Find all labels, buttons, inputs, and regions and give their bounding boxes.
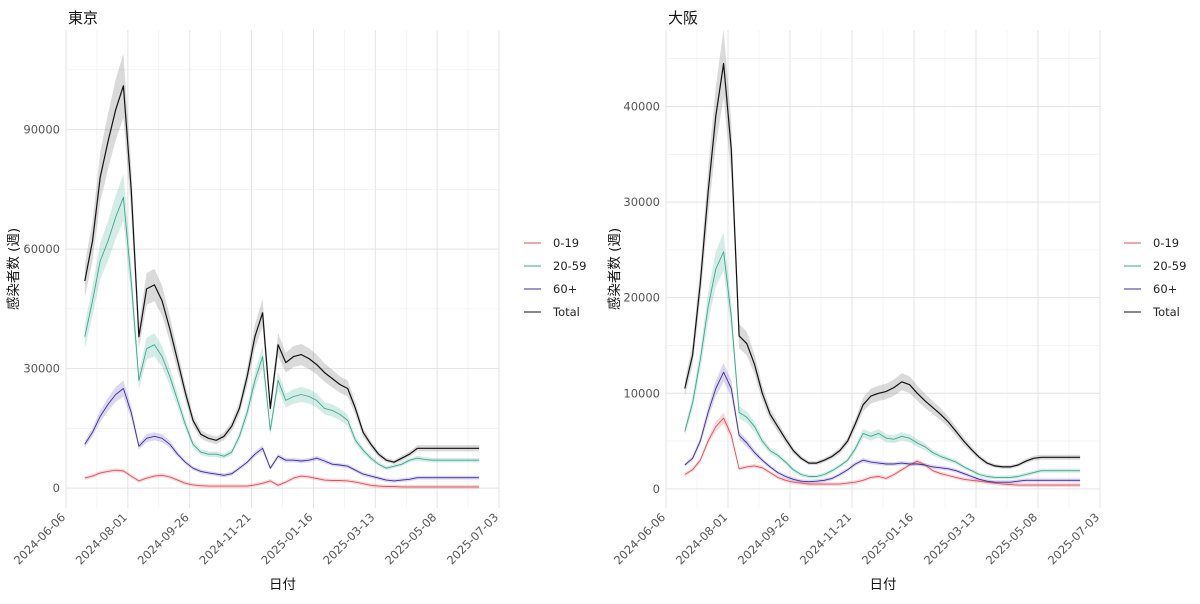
x-tick-label: 2024-06-06 [11,510,68,567]
chart-title: 大阪 [668,9,698,27]
series-line-20-59 [84,196,480,469]
legend-label-60-: 60+ [1153,282,1177,296]
chart-title: 東京 [68,9,98,27]
x-axis-label: 日付 [870,577,897,593]
y-tick-label: 60000 [23,242,60,256]
series-line-total [84,85,480,463]
x-tick-label: 2024-11-21 [797,510,854,567]
x-tick-label: 2024-11-21 [197,510,254,567]
series-ribbon-total [84,53,480,465]
legend: 0-19 20-59 60+ Total [524,236,586,319]
legend-label-total: Total [552,305,580,319]
series-line-60- [84,388,480,482]
legend: 0-19 20-59 60+ Total [1124,236,1186,319]
legend-label-60-: 60+ [553,282,577,296]
series-ribbon-0-19 [84,468,480,489]
x-tick-label: 2025-03-13 [320,510,377,567]
y-tick-label: 0 [653,482,660,496]
y-tick-label: 10000 [623,386,660,400]
x-tick-label: 2024-08-01 [73,510,130,567]
y-axis-label: 感染者数 (週) [606,228,623,310]
series-line-20-59 [684,251,1081,478]
y-tick-label: 40000 [623,99,660,113]
y-tick-label: 90000 [23,123,60,137]
x-tick-label: 2025-01-16 [859,510,916,567]
series-ribbon-20-59 [84,174,480,471]
y-tick-label: 20000 [623,291,660,305]
x-tick-label: 2025-07-03 [1045,510,1102,567]
series-ribbon-60- [684,362,1081,485]
x-tick-label: 2025-01-16 [258,510,315,567]
x-tick-label: 2025-07-03 [444,510,501,567]
x-tick-label: 2024-09-26 [735,510,792,567]
x-axis-label: 日付 [269,577,296,593]
series-line-0-19 [84,469,480,488]
legend-label-20-59: 20-59 [553,259,586,273]
series-line-0-19 [684,417,1081,486]
x-tick-label: 2024-08-01 [673,510,730,567]
series-line-total [684,62,1081,468]
y-tick-label: 0 [53,481,60,495]
y-tick-label: 30000 [623,195,660,209]
series-line-60- [684,371,1081,483]
x-tick-label: 2025-05-08 [983,510,1040,567]
legend-label-20-59: 20-59 [1153,259,1186,273]
chart-panel-1: 大阪 0 10000 20000 30000 40000 2024-06-06 2024-08… [606,9,1186,593]
x-tick-label: 2025-03-13 [921,510,978,567]
x-tick-label: 2024-06-06 [611,510,668,567]
y-axis-label: 感染者数 (週) [5,228,22,310]
legend-label-0-19: 0-19 [553,236,579,250]
x-tick-label: 2025-05-08 [382,510,439,567]
legend-label-total: Total [1152,305,1180,319]
x-tick-label: 2024-09-26 [135,510,192,567]
series-ribbon-total [684,29,1081,469]
y-tick-label: 30000 [23,362,60,376]
legend-label-0-19: 0-19 [1153,236,1179,250]
